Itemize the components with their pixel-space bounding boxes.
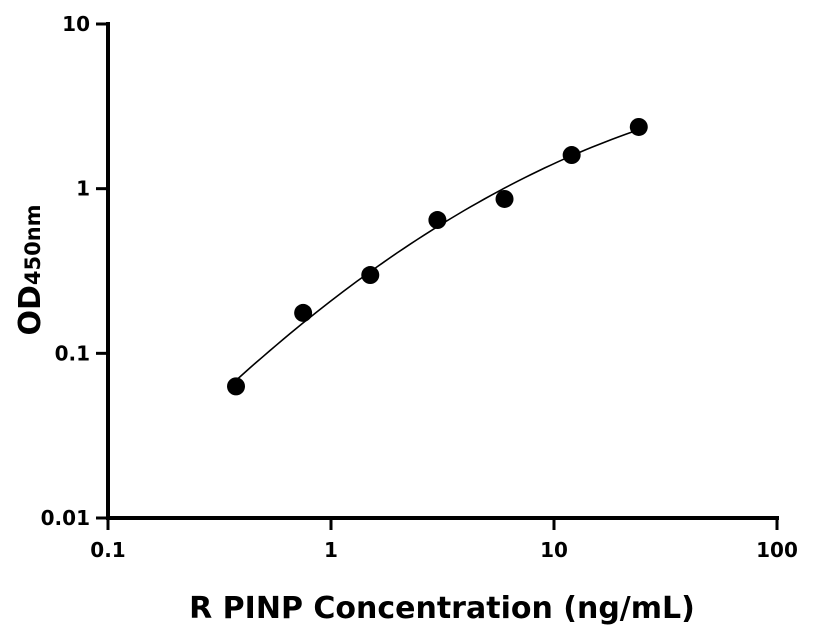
x-tick-label: 0.1	[90, 538, 125, 562]
x-tick-label: 10	[540, 538, 568, 562]
y-tick-label: 10	[62, 12, 90, 36]
data-point	[294, 303, 313, 322]
data-point	[629, 117, 648, 136]
y-axis-label: OD450nm	[13, 204, 48, 335]
y-axis-label-main: OD	[13, 285, 48, 335]
data-point	[495, 189, 514, 208]
y-tick-label: 0.01	[41, 506, 90, 530]
data-point	[428, 211, 447, 230]
data-point	[562, 146, 581, 165]
y-tick-label: 0.1	[55, 341, 90, 365]
x-axis-label: R PINP Concentration (ng/mL)	[189, 591, 695, 626]
y-tick-label: 1	[76, 177, 90, 201]
y-axis-label-subscript: 450nm	[21, 204, 45, 285]
data-points	[227, 117, 648, 396]
x-tick-label: 1	[324, 538, 338, 562]
data-point	[227, 377, 246, 396]
x-tick-label: 100	[756, 538, 798, 562]
fit-curve	[235, 128, 640, 381]
data-point	[361, 266, 380, 285]
